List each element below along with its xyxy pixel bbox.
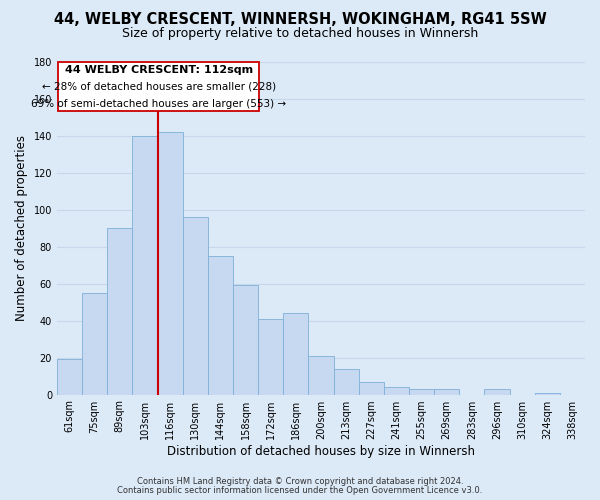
FancyBboxPatch shape: [58, 62, 259, 112]
Bar: [233, 286, 258, 395]
Bar: [434, 389, 459, 394]
Text: Contains HM Land Registry data © Crown copyright and database right 2024.: Contains HM Land Registry data © Crown c…: [137, 477, 463, 486]
Bar: [57, 360, 82, 394]
Text: 44, WELBY CRESCENT, WINNERSH, WOKINGHAM, RG41 5SW: 44, WELBY CRESCENT, WINNERSH, WOKINGHAM,…: [53, 12, 547, 28]
Bar: [158, 132, 182, 394]
Text: ← 28% of detached houses are smaller (228): ← 28% of detached houses are smaller (22…: [41, 82, 276, 92]
Bar: [359, 382, 384, 394]
Bar: [384, 387, 409, 394]
Bar: [409, 389, 434, 394]
Bar: [484, 389, 509, 394]
Bar: [133, 136, 158, 394]
Bar: [258, 318, 283, 394]
Text: Size of property relative to detached houses in Winnersh: Size of property relative to detached ho…: [122, 28, 478, 40]
Bar: [535, 392, 560, 394]
Text: 44 WELBY CRESCENT: 112sqm: 44 WELBY CRESCENT: 112sqm: [65, 65, 253, 75]
Text: 69% of semi-detached houses are larger (553) →: 69% of semi-detached houses are larger (…: [31, 98, 286, 108]
Bar: [182, 217, 208, 394]
X-axis label: Distribution of detached houses by size in Winnersh: Distribution of detached houses by size …: [167, 444, 475, 458]
Bar: [308, 356, 334, 395]
Bar: [82, 293, 107, 394]
Bar: [334, 368, 359, 394]
Bar: [283, 313, 308, 394]
Y-axis label: Number of detached properties: Number of detached properties: [15, 135, 28, 321]
Bar: [208, 256, 233, 394]
Text: Contains public sector information licensed under the Open Government Licence v3: Contains public sector information licen…: [118, 486, 482, 495]
Bar: [107, 228, 133, 394]
